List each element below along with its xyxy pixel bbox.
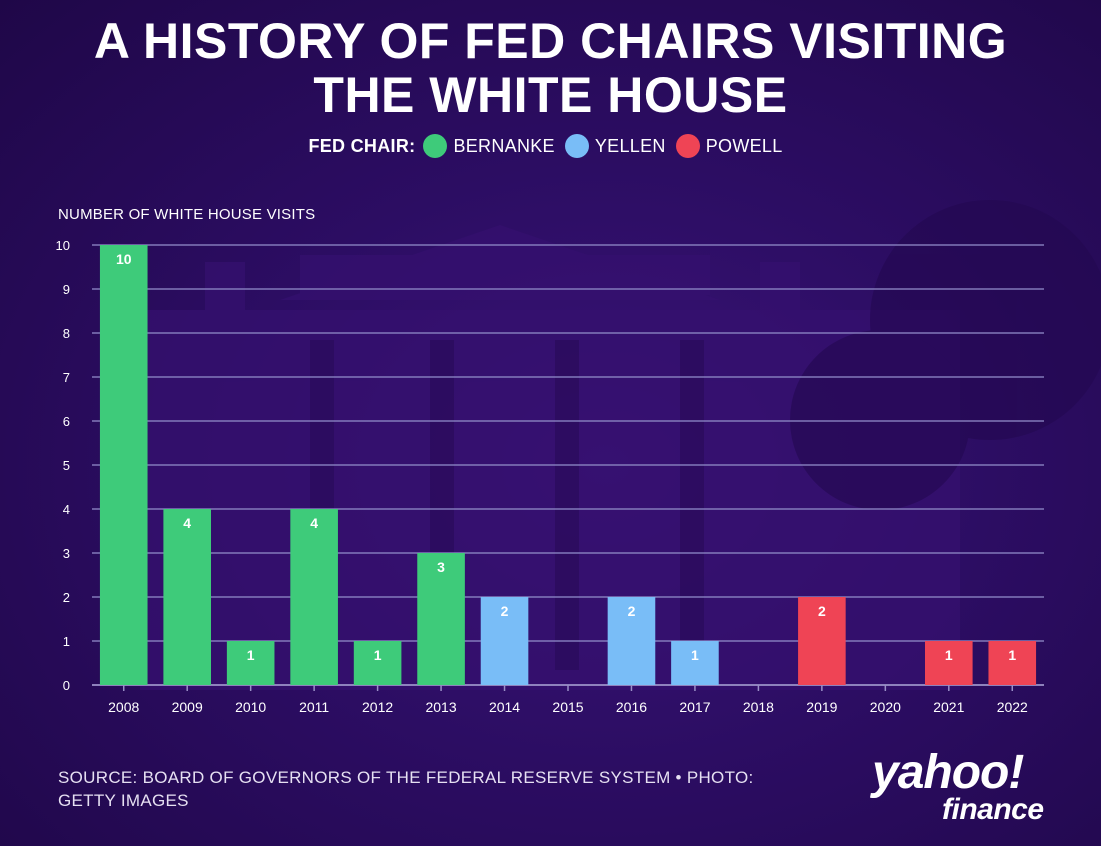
bar-value-label-2008: 10: [116, 251, 132, 267]
bar-2009: [163, 509, 211, 685]
chart-title: A HISTORY OF FED CHAIRS VISITING THE WHI…: [0, 14, 1101, 122]
yahoo-finance-logo: yahoo! finance: [872, 748, 1062, 828]
y-tick-label-10: 10: [56, 238, 70, 253]
bar-value-label-2017: 1: [691, 647, 699, 663]
bar-value-label-2022: 1: [1008, 647, 1016, 663]
bar-2012: [353, 641, 402, 685]
x-tick-label-2013: 2013: [425, 699, 456, 715]
x-tick-label-2022: 2022: [997, 699, 1028, 715]
bar-value-label-2009: 4: [183, 515, 191, 531]
x-tick-label-2016: 2016: [616, 699, 647, 715]
logo-brand: yahoo!: [872, 746, 1024, 799]
logo-sub: finance: [942, 793, 1044, 826]
bar-value-label-2014: 2: [501, 603, 509, 619]
bar-2019: [798, 597, 846, 685]
x-tick-label-2018: 2018: [743, 699, 774, 715]
legend-swatch-bernanke: [423, 134, 448, 158]
x-tick-label-2019: 2019: [806, 699, 837, 715]
bar-value-label-2019: 2: [818, 603, 826, 619]
bar-2011: [290, 509, 338, 685]
bar-2021: [925, 641, 973, 685]
legend-title: FED CHAIR:: [308, 135, 416, 156]
y-tick-label-1: 1: [63, 634, 70, 649]
y-tick-label-8: 8: [63, 326, 70, 341]
x-tick-label-2014: 2014: [489, 699, 520, 715]
x-tick-label-2012: 2012: [362, 699, 393, 715]
legend-label-bernanke: BERNANKE: [453, 135, 555, 156]
y-tick-label-5: 5: [63, 458, 70, 473]
legend-item-yellen: YELLEN: [564, 134, 666, 158]
x-tick-label-2009: 2009: [172, 699, 203, 715]
bar-2022: [988, 641, 1037, 685]
legend-swatch-powell: [675, 134, 700, 158]
y-axis-label: NUMBER OF WHITE HOUSE VISITS: [58, 206, 316, 223]
y-tick-label-4: 4: [63, 502, 70, 517]
bar-2010: [226, 641, 275, 685]
bar-2013: [417, 553, 465, 685]
bar-2016: [607, 597, 656, 685]
legend-item-bernanke: BERNANKE: [423, 134, 555, 158]
bar-value-label-2021: 1: [945, 647, 953, 663]
bar-value-label-2011: 4: [310, 515, 318, 531]
y-tick-label-7: 7: [63, 370, 70, 385]
bar-2017: [671, 641, 719, 685]
x-tick-label-2015: 2015: [552, 699, 583, 715]
x-tick-label-2010: 2010: [235, 699, 266, 715]
y-tick-label-6: 6: [63, 414, 70, 429]
y-tick-label-2: 2: [63, 590, 70, 605]
title-line-2: THE WHITE HOUSE: [313, 67, 788, 123]
x-tick-label-2011: 2011: [299, 699, 329, 715]
x-tick-label-2021: 2021: [933, 699, 964, 715]
x-tick-label-2008: 2008: [108, 699, 139, 715]
y-tick-label-0: 0: [63, 678, 70, 693]
source-note: SOURCE: BOARD OF GOVERNORS OF THE FEDERA…: [58, 768, 754, 810]
legend-label-powell: POWELL: [705, 135, 783, 156]
bar-value-label-2010: 1: [247, 647, 255, 663]
legend-label-yellen: YELLEN: [594, 135, 666, 156]
legend-item-powell: POWELL: [675, 134, 783, 158]
bar-2008: [99, 245, 148, 685]
legend-swatch-yellen: [564, 134, 589, 158]
legend: FED CHAIR: BERNANKE YELLEN POWELL: [0, 134, 1101, 158]
y-tick-label-3: 3: [63, 546, 70, 561]
x-tick-label-2017: 2017: [679, 699, 710, 715]
title-line-1: A HISTORY OF FED CHAIRS VISITING: [93, 13, 1008, 69]
y-tick-label-9: 9: [63, 282, 70, 297]
bar-2014: [480, 597, 529, 685]
bar-value-label-2016: 2: [628, 603, 636, 619]
bar-value-label-2012: 1: [374, 647, 382, 663]
x-tick-label-2020: 2020: [870, 699, 901, 715]
bar-value-label-2013: 3: [437, 559, 445, 575]
